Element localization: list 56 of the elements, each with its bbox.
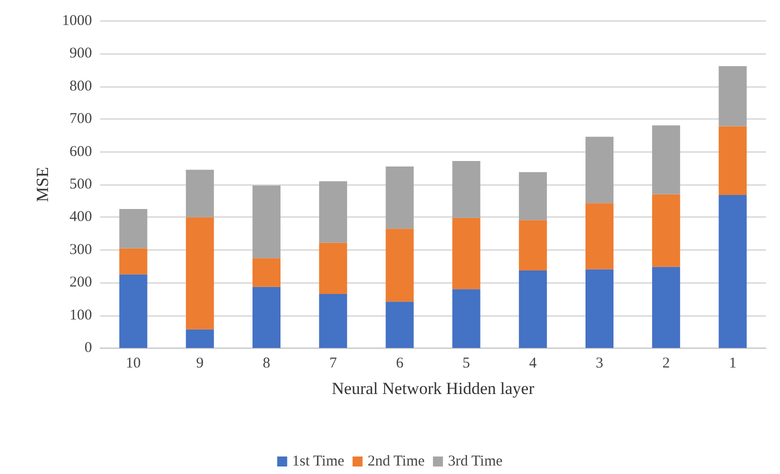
y-tick-label: 1000 xyxy=(62,13,92,29)
y-tick-label: 900 xyxy=(70,46,92,62)
legend-label: 3rd Time xyxy=(448,454,503,470)
bar xyxy=(252,286,280,348)
bar xyxy=(452,289,480,348)
bar xyxy=(319,294,348,348)
bar xyxy=(252,258,280,287)
x-tick-label: 3 xyxy=(596,356,604,372)
bar xyxy=(518,172,547,220)
y-tick-label: 500 xyxy=(70,176,92,192)
bar xyxy=(586,203,614,270)
bar xyxy=(718,194,747,348)
bar xyxy=(452,218,480,290)
bar xyxy=(186,170,214,218)
bar xyxy=(319,242,348,294)
bar xyxy=(119,274,148,348)
y-tick-label: 400 xyxy=(70,209,92,226)
bar xyxy=(652,194,680,267)
bar xyxy=(386,228,414,302)
bar xyxy=(718,126,747,195)
x-axis-title: Neural Network Hidden layer xyxy=(332,379,535,398)
bar xyxy=(119,248,148,274)
bar xyxy=(186,217,214,330)
bar xyxy=(518,270,547,348)
bar xyxy=(186,329,214,348)
bar xyxy=(518,220,547,270)
y-axis-title: MSE xyxy=(33,167,52,202)
bar xyxy=(252,185,280,258)
bar xyxy=(718,66,747,126)
y-tick-label: 0 xyxy=(84,340,92,356)
x-tick-label: 2 xyxy=(662,356,670,372)
x-tick-label: 5 xyxy=(462,356,470,372)
y-tick-label: 100 xyxy=(70,307,92,324)
x-tick-label: 1 xyxy=(728,356,736,372)
bar xyxy=(652,125,680,194)
y-tick-label: 800 xyxy=(70,78,92,94)
bar xyxy=(119,209,148,248)
bar xyxy=(386,166,414,229)
y-tick-label: 300 xyxy=(70,242,92,258)
x-tick-label: 7 xyxy=(329,356,338,372)
x-tick-label: 4 xyxy=(529,356,538,372)
x-tick-label: 8 xyxy=(262,356,270,372)
bar xyxy=(386,302,414,348)
bar xyxy=(652,266,680,348)
y-tick-label: 200 xyxy=(70,274,92,291)
legend-label: 2nd Time xyxy=(368,454,426,470)
bar xyxy=(452,160,480,218)
legend-label: 1st Time xyxy=(292,454,345,470)
y-tick-label: 700 xyxy=(70,111,92,128)
bar xyxy=(586,269,614,348)
x-tick-label: 10 xyxy=(126,356,141,372)
x-tick-label: 6 xyxy=(396,356,404,372)
y-tick-label: 600 xyxy=(70,144,92,160)
x-tick-label: 9 xyxy=(196,356,204,372)
bar xyxy=(586,136,614,204)
bar xyxy=(319,181,348,243)
